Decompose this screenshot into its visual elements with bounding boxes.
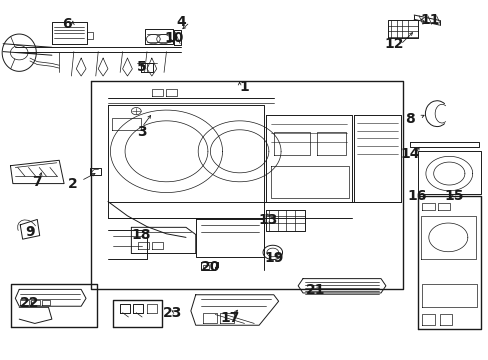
- Text: 4: 4: [176, 15, 185, 29]
- Text: 2: 2: [68, 177, 78, 190]
- Text: 5: 5: [137, 60, 147, 74]
- Text: 18: 18: [131, 228, 151, 242]
- Text: 14: 14: [400, 147, 419, 161]
- Text: 21: 21: [305, 283, 325, 297]
- Text: 13: 13: [258, 213, 277, 227]
- Text: 6: 6: [61, 17, 71, 31]
- Text: 22: 22: [20, 296, 40, 310]
- Text: 12: 12: [384, 37, 404, 51]
- Text: 23: 23: [163, 306, 182, 320]
- Text: 19: 19: [264, 251, 283, 265]
- Text: 10: 10: [164, 31, 183, 45]
- Text: 7: 7: [32, 175, 42, 189]
- Text: 3: 3: [137, 125, 146, 139]
- Text: 20: 20: [200, 260, 220, 274]
- Text: 16: 16: [407, 189, 427, 203]
- Text: 9: 9: [25, 225, 35, 239]
- Text: 11: 11: [419, 13, 439, 27]
- Text: 17: 17: [220, 311, 239, 325]
- Text: 15: 15: [444, 189, 463, 203]
- Text: 1: 1: [239, 80, 249, 94]
- Text: 8: 8: [405, 112, 414, 126]
